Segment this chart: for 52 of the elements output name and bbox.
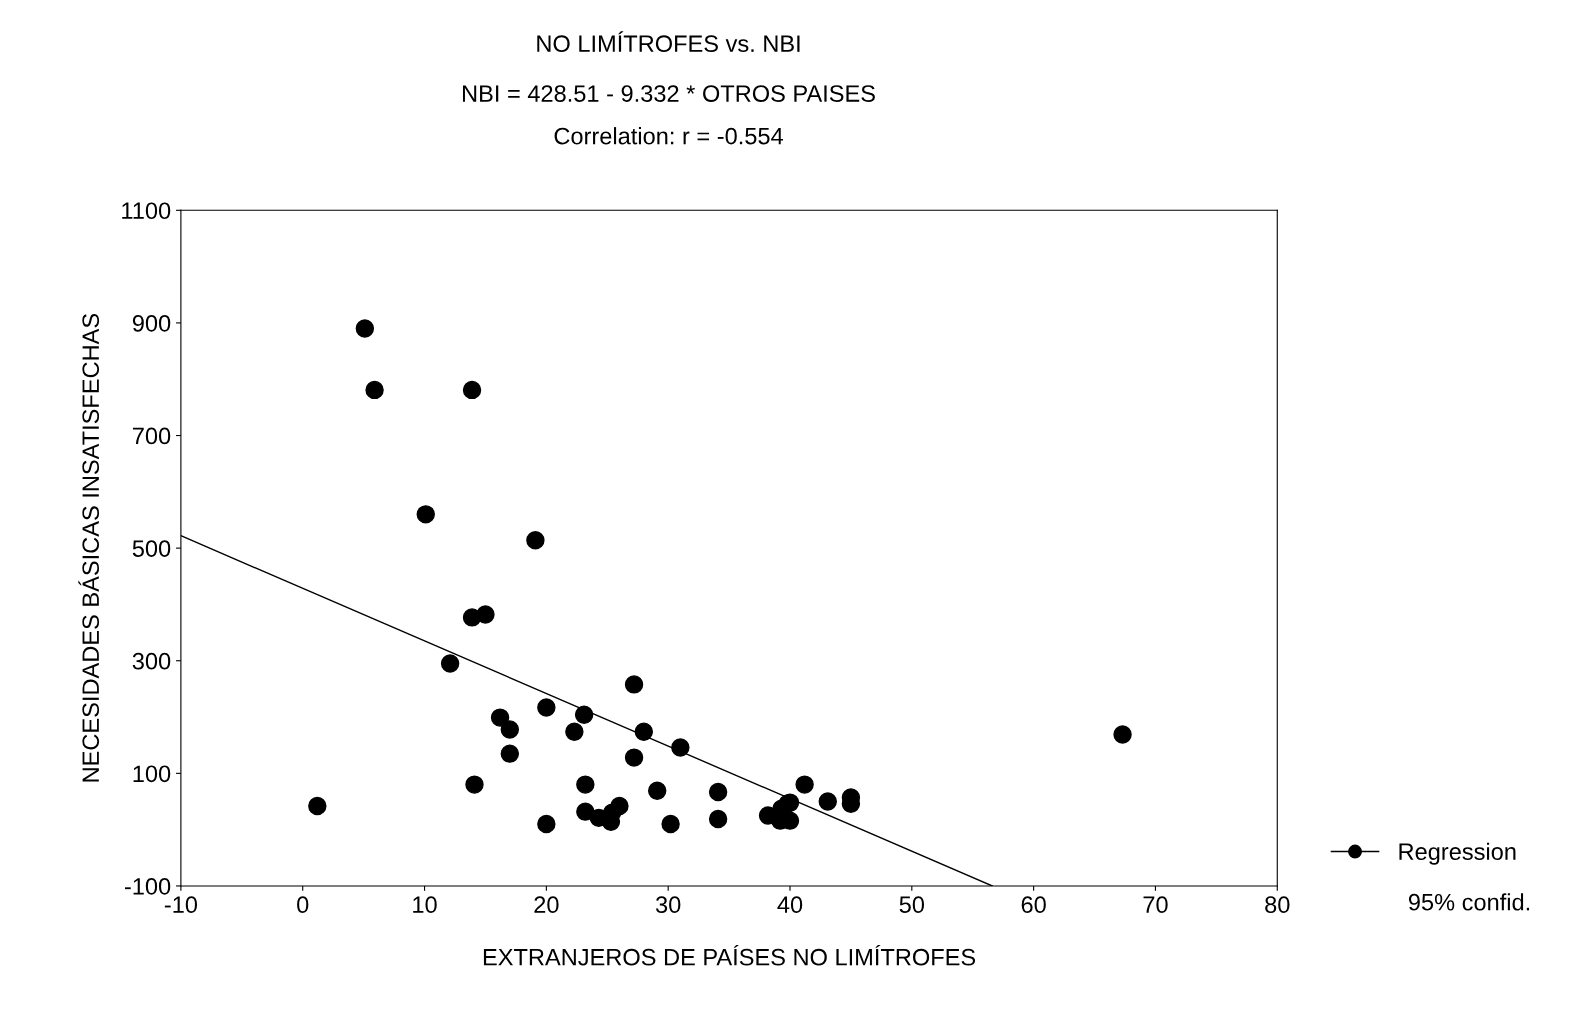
point bbox=[490, 708, 510, 727]
point bbox=[526, 531, 545, 550]
x-tick-label: 70 bbox=[1143, 896, 1168, 914]
point bbox=[365, 380, 384, 400]
point bbox=[1113, 725, 1132, 744]
y-axis-title: NECESIDADES BÁSICAS INSATISFECHAS bbox=[78, 313, 100, 782]
point bbox=[565, 722, 584, 741]
x-tick-label: 80 bbox=[1265, 896, 1290, 914]
y-tick-label: -100 bbox=[124, 878, 171, 895]
point bbox=[537, 814, 556, 834]
point bbox=[355, 319, 375, 338]
point bbox=[648, 781, 667, 801]
x-tick-label: 50 bbox=[899, 896, 925, 914]
point bbox=[500, 720, 520, 739]
y-tick-label: 100 bbox=[133, 765, 171, 783]
point bbox=[795, 775, 814, 794]
x-tick-label: 20 bbox=[534, 896, 559, 914]
point bbox=[624, 675, 644, 694]
point bbox=[500, 744, 520, 763]
point bbox=[537, 698, 556, 717]
x-tick-label: 10 bbox=[413, 896, 437, 914]
legend-label: Regression bbox=[1399, 842, 1516, 865]
x-tick-label: 60 bbox=[1021, 896, 1046, 914]
x-tick-label: 40 bbox=[777, 896, 803, 914]
point bbox=[610, 796, 629, 816]
point bbox=[576, 775, 595, 794]
point bbox=[476, 605, 495, 624]
point bbox=[661, 814, 680, 834]
chart-subtitle: NBI = 428.51 - 9.332 * OTROS PAISES Correlation: r = -0.554 bbox=[463, 85, 875, 145]
point bbox=[465, 775, 484, 794]
y-tick-label: 1100 bbox=[122, 202, 171, 220]
point bbox=[708, 782, 728, 802]
x-tick-label: 0 bbox=[297, 896, 309, 914]
x-axis-title: EXTRANJEROS DE PAÍSES NO LIMÍTROFES bbox=[483, 944, 976, 966]
text: 95% confid. bbox=[1408, 893, 1530, 911]
y-tick-label: 700 bbox=[132, 427, 171, 445]
point bbox=[308, 796, 327, 816]
point bbox=[574, 705, 594, 724]
point bbox=[624, 748, 644, 767]
point bbox=[671, 738, 690, 757]
x-tick-label: -10 bbox=[164, 896, 198, 914]
point bbox=[440, 654, 460, 673]
point bbox=[634, 722, 654, 741]
y-tick-label: 900 bbox=[132, 314, 171, 332]
point bbox=[708, 809, 728, 829]
point bbox=[818, 792, 837, 811]
y-tick-label: 500 bbox=[132, 540, 171, 557]
point bbox=[462, 380, 482, 400]
chart-title: NO LIMÍTROFES vs. NBI bbox=[537, 31, 800, 53]
point bbox=[416, 505, 435, 524]
y-tick-label: 300 bbox=[132, 652, 171, 670]
x-tick-label: 30 bbox=[655, 896, 681, 914]
